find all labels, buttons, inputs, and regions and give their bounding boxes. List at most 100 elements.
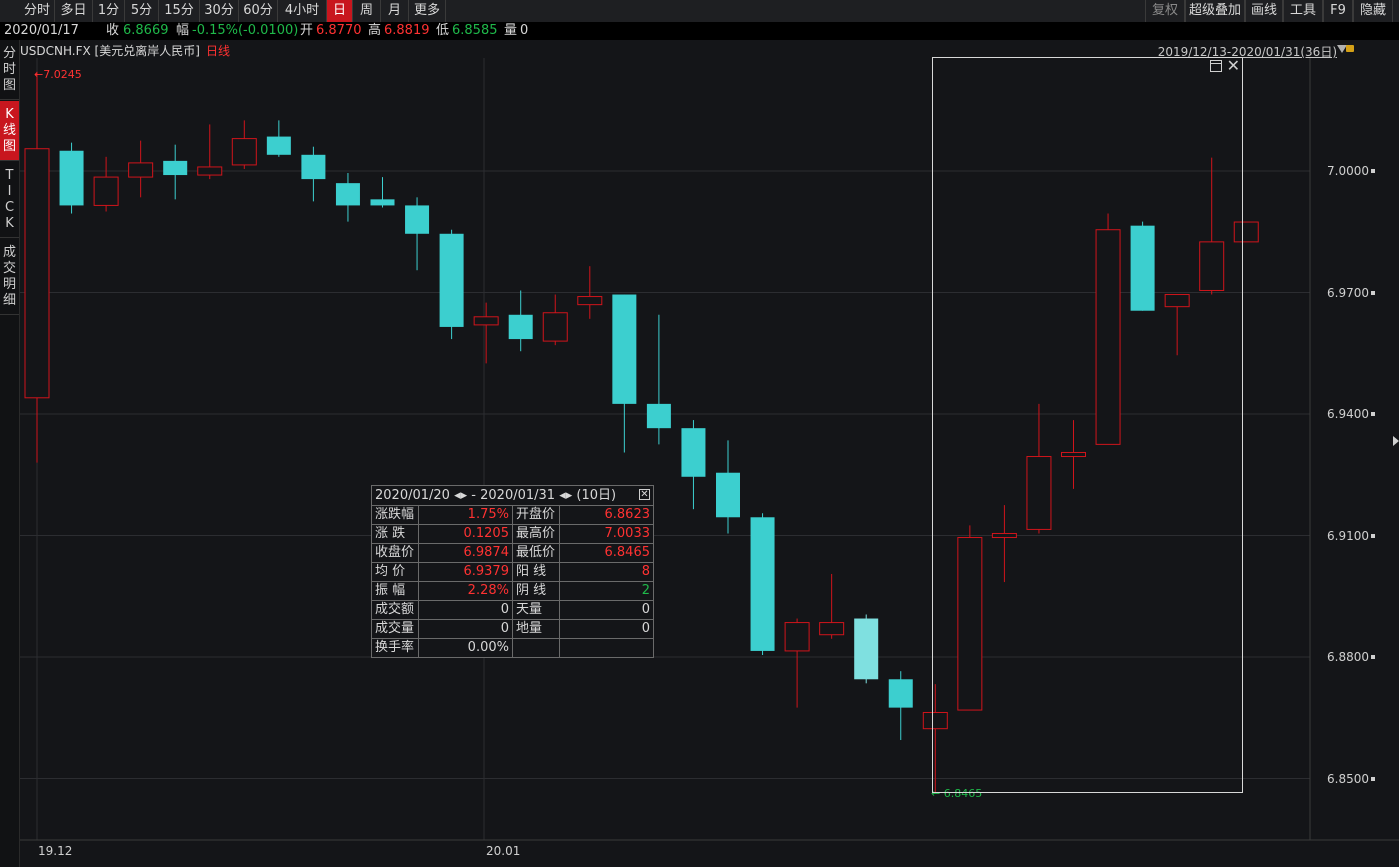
max-price-marker: ←7.0245 — [34, 68, 82, 81]
stat-key: 天量 — [511, 600, 561, 620]
range-dropdown-icon[interactable] — [1337, 45, 1347, 53]
maximize-icon[interactable] — [1210, 60, 1222, 72]
candle — [24, 71, 50, 463]
period-tab-4[interactable]: 15分 — [159, 0, 200, 22]
candle — [93, 156, 119, 212]
candle-body — [612, 294, 637, 404]
y-tick-mark — [1371, 776, 1375, 781]
stat-value: 0.00% — [418, 638, 513, 657]
date-range-link[interactable]: 2019/12/13-2020/01/31(36日) — [1157, 45, 1337, 59]
candle-body — [957, 537, 983, 711]
interval-stats-panel: 2020/01/20 ◂▸ - 2020/01/31 ◂▸ (10日) ✕ 涨跌… — [371, 485, 654, 658]
y-tick-mark — [1371, 655, 1375, 659]
from-date-arrows[interactable]: ◂▸ — [454, 488, 468, 503]
candle-body — [1164, 294, 1190, 308]
min-price-value: 6.8465 — [943, 787, 983, 800]
stat-key: 收盘价 — [372, 543, 420, 563]
period-tab-7[interactable]: 4小时 — [278, 0, 327, 22]
candle — [1130, 221, 1155, 311]
period-tab-11[interactable]: 更多 — [409, 0, 446, 22]
tool-button-1[interactable]: 超级叠加 — [1185, 0, 1245, 22]
sidebar-tab-3[interactable]: 成交明细 — [0, 239, 19, 315]
kline-chart[interactable]: USDCNH.FX [美元兑离岸人民币] 日线 2019/12/13-2020/0… — [20, 40, 1399, 867]
candle — [197, 124, 223, 180]
candle — [784, 618, 810, 708]
period-tab-6[interactable]: 60分 — [239, 0, 278, 22]
candle-body — [301, 154, 326, 180]
stat-value — [559, 638, 653, 657]
interval-selection-box[interactable]: ✕ — [932, 57, 1243, 793]
max-price-value: 7.0245 — [43, 68, 82, 81]
stats-row: 涨跌幅 1.75% 开盘价 6.8623 — [372, 506, 653, 525]
sidebar-tab-0[interactable]: 分时图 — [0, 40, 19, 100]
stat-key: 均 价 — [372, 562, 420, 582]
tool-button-4[interactable]: F9 — [1323, 0, 1353, 22]
stat-key: 开盘价 — [511, 506, 561, 525]
period-tab-8[interactable]: 日 — [327, 0, 353, 22]
period-tab-2[interactable]: 1分 — [93, 0, 125, 22]
candle — [1061, 420, 1086, 489]
stats-row: 成交量 0 地量 0 — [372, 619, 653, 639]
stat-value: 0 — [559, 619, 653, 639]
candle — [819, 573, 845, 639]
candle-body — [24, 148, 50, 399]
stat-key: 最低价 — [511, 543, 561, 563]
candle — [128, 140, 154, 198]
stat-value: 6.8623 — [559, 506, 653, 525]
candle-body — [197, 166, 223, 176]
tool-button-0[interactable]: 复权 — [1145, 0, 1185, 22]
period-tab-1[interactable]: 多日 — [55, 0, 93, 22]
y-tick-mark — [1371, 533, 1375, 538]
candle-body — [163, 160, 188, 176]
tool-button-3[interactable]: 工具 — [1283, 0, 1323, 22]
candle — [439, 229, 464, 340]
candle-body — [439, 233, 464, 327]
candle — [405, 197, 430, 271]
period-tab-3[interactable]: 5分 — [125, 0, 159, 22]
expand-right-icon[interactable] — [1393, 436, 1399, 446]
stat-value: 0 — [418, 619, 513, 639]
close-icon[interactable]: ✕ — [1226, 56, 1240, 75]
stats-separator: - — [471, 488, 476, 503]
candle — [1233, 221, 1259, 243]
to-date-arrows[interactable]: ◂▸ — [559, 488, 573, 503]
tool-button-5[interactable]: 隐藏 — [1353, 0, 1393, 22]
low-value: 6.8585 — [452, 23, 498, 38]
stat-value: 2.28% — [418, 581, 513, 601]
stats-to-date: 2020/01/31 — [480, 488, 556, 503]
lock-icon[interactable] — [1346, 45, 1354, 52]
stat-value: 7.0033 — [559, 524, 653, 544]
candle — [1095, 213, 1121, 445]
stats-header: 2020/01/20 ◂▸ - 2020/01/31 ◂▸ (10日) ✕ — [372, 486, 653, 506]
stat-key: 成交额 — [372, 600, 420, 620]
period-tab-10[interactable]: 月 — [381, 0, 409, 22]
y-tick-label: 6.8800 — [1327, 650, 1369, 664]
candle-body — [59, 150, 84, 206]
candle-body — [1233, 221, 1259, 243]
close-stats-icon[interactable]: ✕ — [639, 489, 650, 500]
tool-button-2[interactable]: 画线 — [1245, 0, 1283, 22]
stats-days: (10日) — [576, 488, 617, 503]
candle — [473, 302, 499, 364]
candle-body — [1061, 451, 1086, 458]
candle — [231, 120, 257, 169]
y-tick-label: 6.8500 — [1327, 771, 1369, 786]
candle-body — [1026, 456, 1052, 530]
period-tab-5[interactable]: 30分 — [200, 0, 239, 22]
stat-value: 6.9874 — [418, 543, 513, 563]
candle — [542, 294, 568, 346]
candle-body — [1199, 241, 1225, 291]
stat-key: 振 幅 — [372, 581, 420, 601]
period-tag: 日线 — [205, 44, 230, 58]
close-label: 收 — [106, 23, 120, 38]
period-tab-9[interactable]: 周 — [353, 0, 381, 22]
period-tab-0[interactable]: 分时 — [20, 0, 55, 22]
candle — [957, 525, 983, 711]
candle-body — [888, 679, 913, 708]
stat-key: 阳 线 — [511, 562, 561, 582]
candle-body — [577, 296, 603, 306]
candlestick-plot[interactable] — [20, 40, 1399, 867]
y-tick-label: 6.9400 — [1327, 407, 1369, 421]
